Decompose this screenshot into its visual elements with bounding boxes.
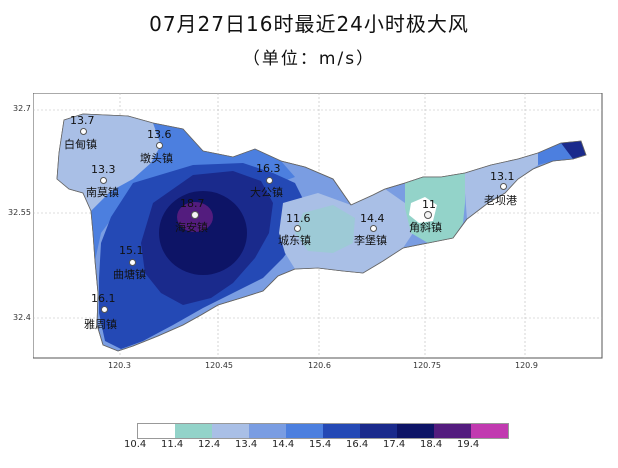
station-value: 13.1 (490, 170, 515, 183)
legend-label: 17.4 (383, 439, 406, 450)
legend-label: 19.4 (457, 439, 480, 450)
station-value: 18.7 (180, 197, 205, 210)
y-tick-label: 32.7 (13, 104, 31, 113)
station-name: 角斜镇 (409, 221, 442, 234)
legend-swatch (212, 424, 249, 438)
legend-swatch (286, 424, 323, 438)
station-value: 13.3 (91, 163, 116, 176)
y-tick-label: 32.55 (8, 208, 31, 217)
legend-swatch (360, 424, 397, 438)
station-name: 南莫镇 (86, 186, 119, 199)
color-legend (137, 423, 509, 439)
station-value: 11 (422, 198, 436, 211)
station-marker (191, 211, 199, 219)
map-frame (33, 93, 603, 359)
station-name: 墩头镇 (140, 152, 173, 165)
x-tick-label: 120.9 (515, 361, 538, 370)
x-tick-label: 120.6 (308, 361, 331, 370)
legend-label: 13.4 (235, 439, 258, 450)
map-subtitle: （单位：m/s） (242, 49, 376, 69)
x-tick-label: 120.75 (413, 361, 441, 370)
legend-swatch (434, 424, 471, 438)
legend-swatch (397, 424, 434, 438)
station-name: 城东镇 (278, 234, 311, 247)
legend-label: 16.4 (346, 439, 369, 450)
y-tick-label: 32.4 (13, 313, 31, 322)
legend-swatch (138, 424, 175, 438)
station-name: 大公镇 (250, 186, 283, 199)
station-marker (101, 306, 108, 313)
station-marker (80, 128, 87, 135)
legend-label: 12.4 (198, 439, 221, 450)
legend-swatch (249, 424, 286, 438)
legend-label: 11.4 (161, 439, 184, 450)
station-marker (370, 225, 377, 232)
station-name: 老坝港 (484, 194, 517, 207)
station-value: 13.7 (70, 114, 95, 127)
station-name: 曲塘镇 (113, 268, 146, 281)
station-marker (500, 183, 507, 190)
legend-swatch (471, 424, 508, 438)
station-marker (266, 177, 273, 184)
station-name: 白甸镇 (64, 138, 97, 151)
station-marker (100, 177, 107, 184)
station-value: 16.1 (91, 292, 116, 305)
station-name: 海安镇 (175, 221, 208, 234)
map-title: 07月27日16时最近24小时极大风 (149, 12, 469, 36)
legend-label: 14.4 (272, 439, 295, 450)
legend-swatch (323, 424, 360, 438)
legend-label: 10.4 (124, 439, 147, 450)
station-marker (156, 142, 163, 149)
station-value: 13.6 (147, 128, 172, 141)
station-value: 15.1 (119, 244, 144, 257)
wind-map (33, 93, 603, 359)
station-name: 李堡镇 (354, 234, 387, 247)
station-value: 14.4 (360, 212, 385, 225)
station-value: 16.3 (256, 162, 281, 175)
station-marker (129, 259, 136, 266)
station-marker (294, 225, 301, 232)
x-tick-label: 120.45 (205, 361, 233, 370)
station-value: 11.6 (286, 212, 311, 225)
station-name: 雅周镇 (84, 318, 117, 331)
x-tick-label: 120.3 (108, 361, 131, 370)
legend-label: 18.4 (420, 439, 443, 450)
legend-swatch (175, 424, 212, 438)
station-marker (424, 211, 432, 219)
legend-label: 15.4 (309, 439, 332, 450)
